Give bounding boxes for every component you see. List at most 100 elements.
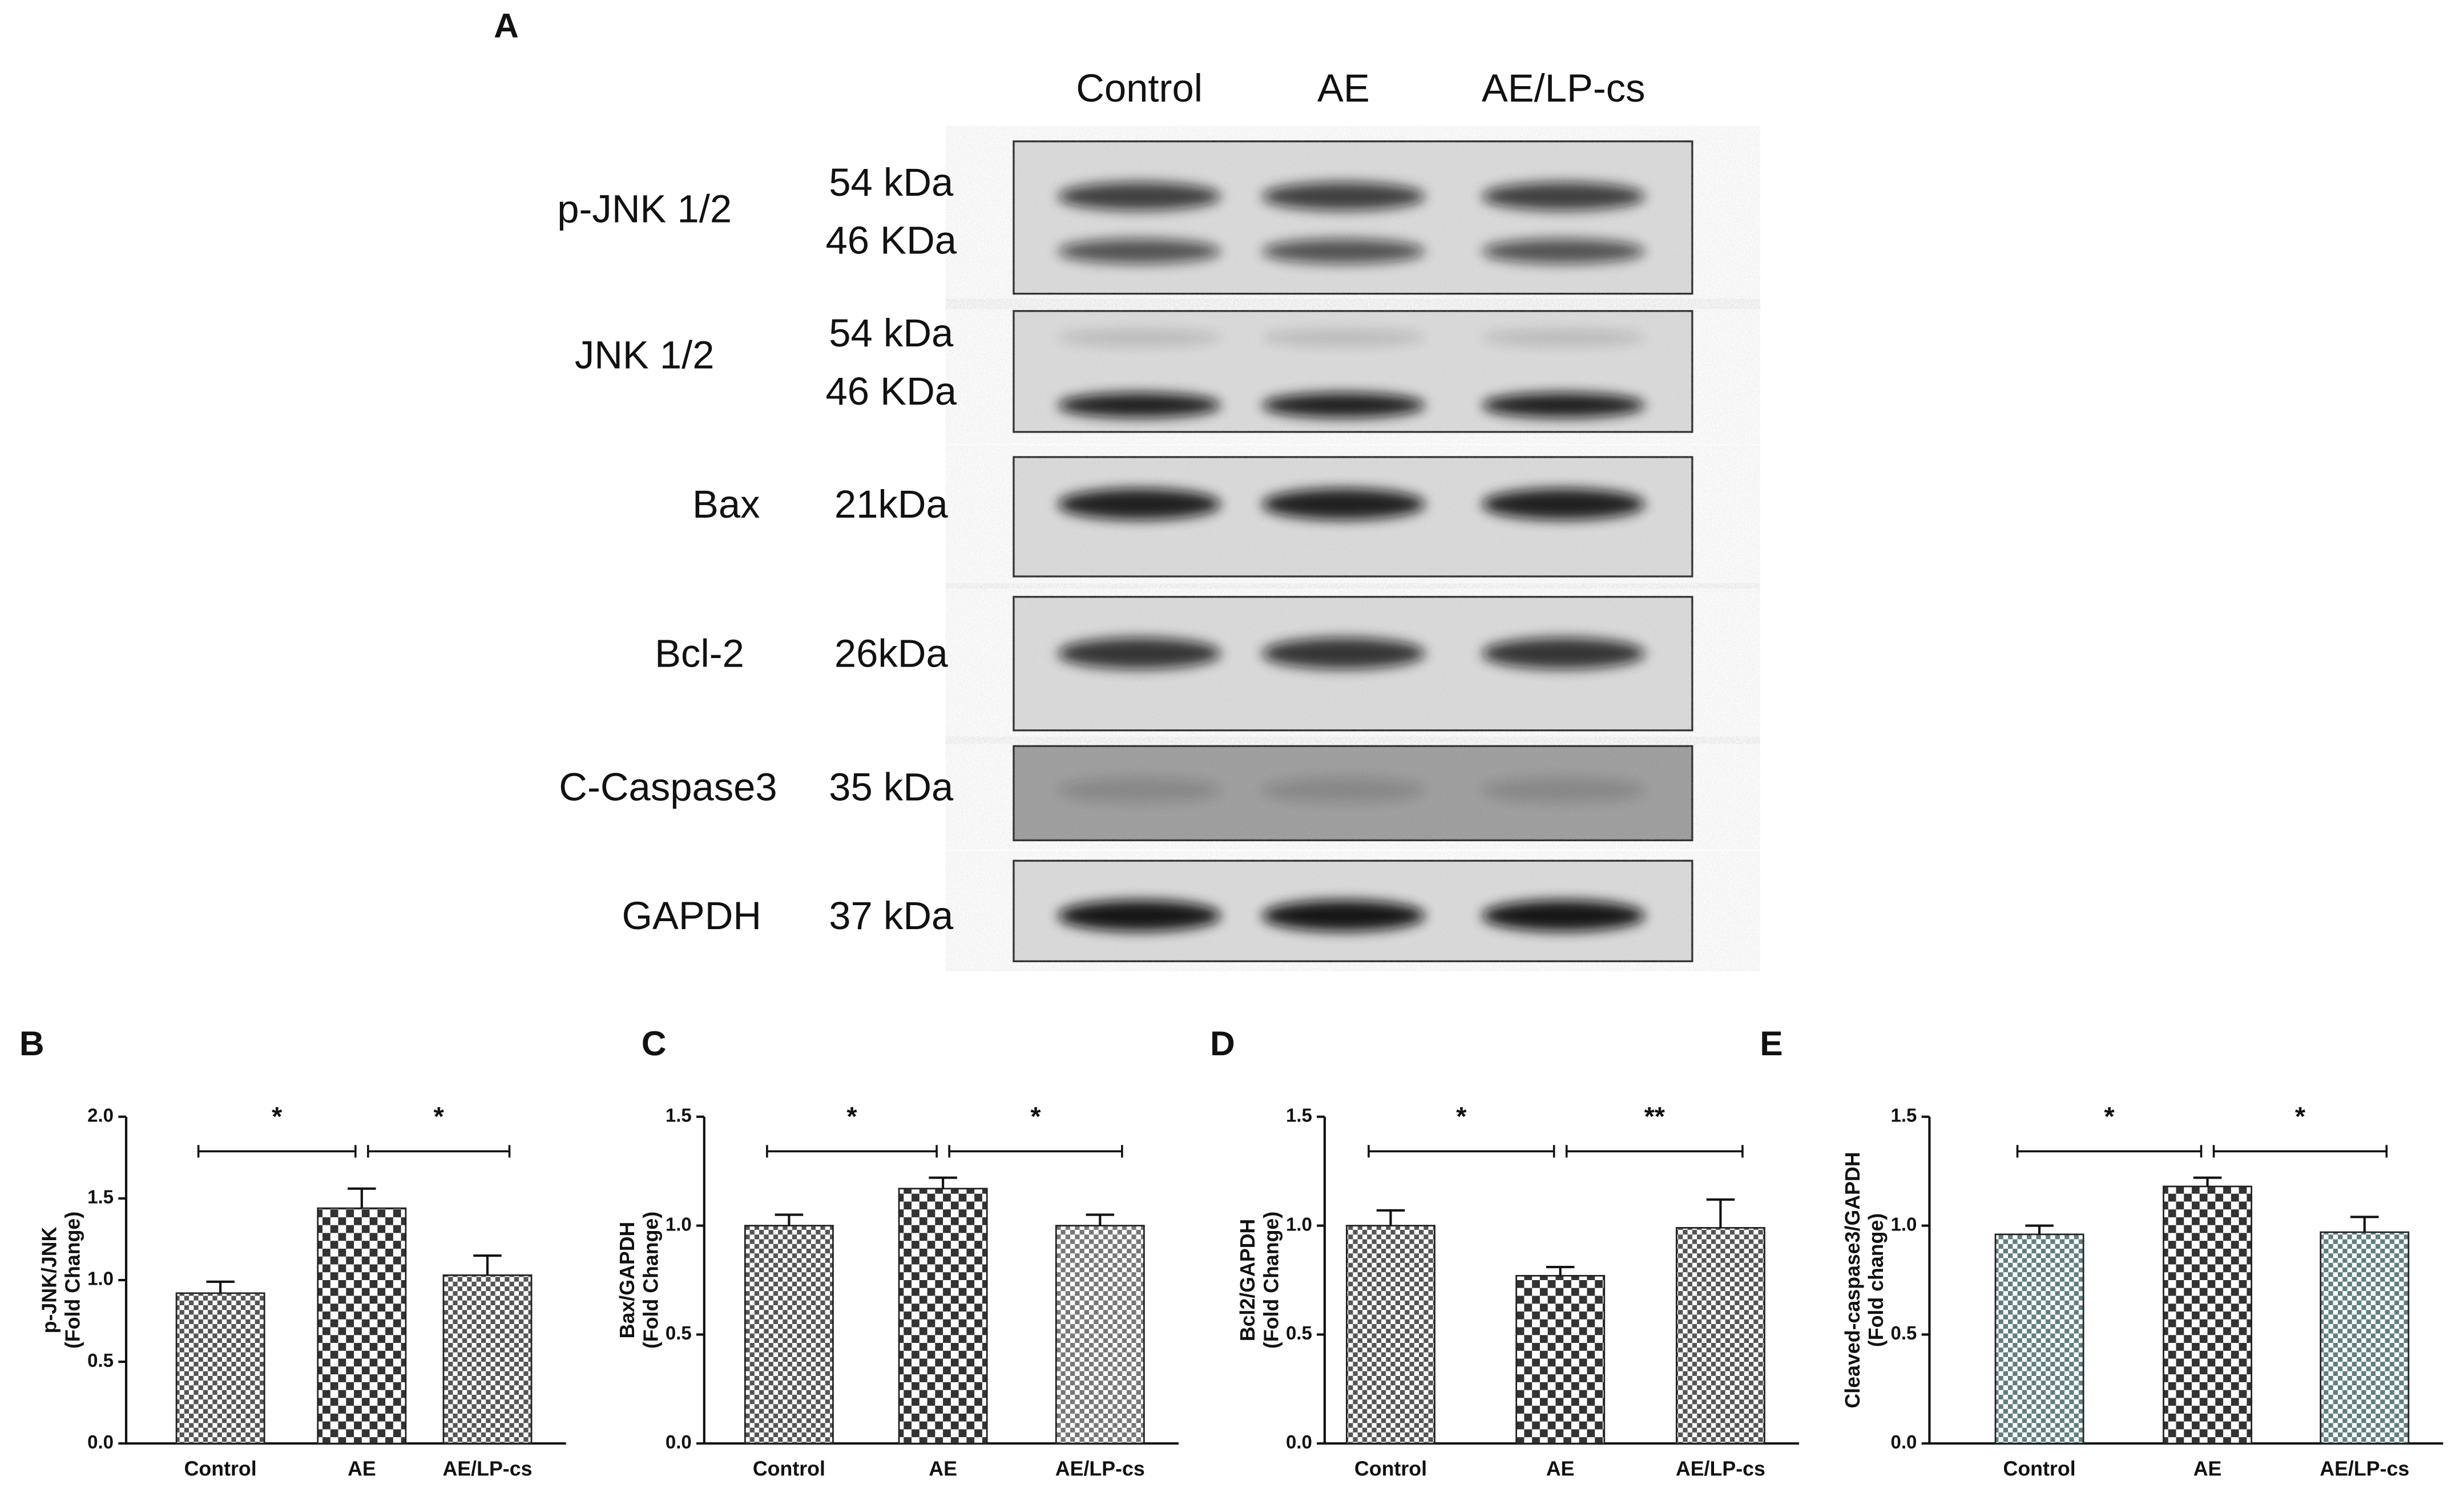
bar [1346, 1225, 1435, 1444]
band [1482, 393, 1646, 418]
y-tick-label: 1.5 [1286, 1104, 1312, 1125]
bar [1994, 1233, 2084, 1444]
error-bar [1086, 1213, 1115, 1226]
y-axis-label: Cleaved-caspase3/GAPDH [1841, 1152, 1864, 1408]
band [1261, 899, 1426, 932]
y-tick-label: 0.5 [666, 1322, 692, 1343]
y-tick-label: 1.0 [666, 1213, 692, 1234]
y-axis-label: (Fold change) [1865, 1213, 1888, 1347]
x-tick-label: Control [2003, 1457, 2076, 1480]
error-bar [1546, 1266, 1575, 1276]
significance-label: * [272, 1101, 283, 1131]
band [1058, 899, 1221, 932]
x-tick-label: AE/LP-cs [442, 1457, 532, 1480]
band [1261, 329, 1426, 346]
size-label: 46 KDa [826, 219, 957, 263]
band [1058, 488, 1221, 520]
lane-label: AE/LP-cs [1482, 66, 1646, 110]
band [1261, 637, 1426, 669]
protein-label: Bcl-2 [655, 632, 744, 676]
bar [2163, 1185, 2252, 1444]
error-bar [348, 1187, 376, 1209]
bar [2320, 1231, 2410, 1444]
y-tick-label: 1.0 [1891, 1213, 1917, 1234]
size-label: 26kDa [834, 632, 949, 676]
band [1058, 637, 1221, 669]
size-label: 54 kDa [829, 311, 954, 355]
bar [442, 1274, 533, 1444]
x-tick-label: AE [929, 1457, 957, 1480]
y-axis-label: (Fold Change) [639, 1212, 662, 1349]
y-axis-label: (Fold Change) [62, 1212, 84, 1349]
error-bar [1376, 1209, 1405, 1226]
y-tick-label: 0.5 [1891, 1322, 1917, 1343]
bar [1515, 1274, 1606, 1444]
band [1261, 239, 1426, 264]
y-axis-label: (Fold Change) [1260, 1212, 1283, 1349]
bar [744, 1225, 834, 1444]
band [1482, 488, 1646, 520]
significance-bracket [1565, 1145, 1744, 1158]
significance-bracket [2212, 1145, 2388, 1158]
band [1482, 239, 1646, 264]
error-bar [473, 1254, 502, 1276]
y-tick-label: 0.5 [1286, 1322, 1312, 1343]
lane-label: AE [1317, 66, 1370, 110]
bar [175, 1292, 265, 1444]
blot-noise [1013, 141, 1692, 294]
size-label: 37 kDa [829, 894, 954, 938]
size-label: 35 kDa [829, 765, 954, 809]
significance-label: * [434, 1101, 445, 1131]
significance-bracket [367, 1145, 511, 1158]
significance-label: ** [1644, 1101, 1665, 1131]
band [1482, 329, 1646, 346]
protein-label: JNK 1/2 [575, 333, 715, 377]
x-tick-label: Control [753, 1457, 825, 1480]
significance-label: * [1030, 1101, 1041, 1131]
band [1058, 182, 1221, 211]
x-tick-label: AE [2193, 1457, 2222, 1480]
y-axis-label: Bax/GAPDH [616, 1222, 639, 1339]
error-bar [929, 1176, 957, 1189]
band [1261, 182, 1426, 211]
bar [317, 1207, 407, 1444]
band [1482, 777, 1646, 803]
band [1482, 637, 1646, 669]
significance-bracket [2016, 1145, 2203, 1158]
panel-label: A [494, 6, 519, 45]
y-tick-label: 0.5 [87, 1350, 114, 1371]
panel-label: B [19, 1024, 45, 1063]
band [1058, 239, 1221, 264]
protein-label: Bax [692, 482, 760, 526]
y-axis-label: p-JNK/JNK [38, 1226, 61, 1333]
x-tick-label: AE/LP-cs [1055, 1457, 1145, 1480]
band [1058, 329, 1221, 346]
y-tick-label: 0.0 [1891, 1431, 1917, 1452]
panel-label: D [1210, 1024, 1235, 1063]
error-bar [2350, 1216, 2379, 1233]
size-label: 21kDa [834, 482, 949, 526]
error-bar [206, 1280, 235, 1293]
significance-label: * [2104, 1101, 2115, 1131]
panel-label: C [642, 1024, 667, 1063]
y-tick-label: 1.5 [87, 1187, 114, 1208]
protein-label: p-JNK 1/2 [557, 187, 732, 231]
significance-label: * [1456, 1101, 1467, 1131]
significance-bracket [948, 1145, 1123, 1158]
band [1482, 182, 1646, 211]
bar [1675, 1227, 1765, 1444]
band [1058, 393, 1221, 418]
y-axis-label: Bcl2/GAPDH [1236, 1219, 1259, 1342]
panel-label: E [1760, 1024, 1783, 1063]
x-tick-label: AE [1546, 1457, 1575, 1480]
x-tick-label: Control [184, 1457, 257, 1480]
size-label: 46 KDa [826, 369, 957, 413]
significance-bracket [197, 1145, 357, 1158]
lane-label: Control [1076, 66, 1203, 110]
x-tick-label: AE/LP-cs [2320, 1457, 2409, 1480]
x-tick-label: Control [1354, 1457, 1427, 1480]
y-tick-label: 0.0 [1286, 1431, 1312, 1452]
band [1482, 899, 1646, 932]
significance-bracket [766, 1145, 938, 1158]
